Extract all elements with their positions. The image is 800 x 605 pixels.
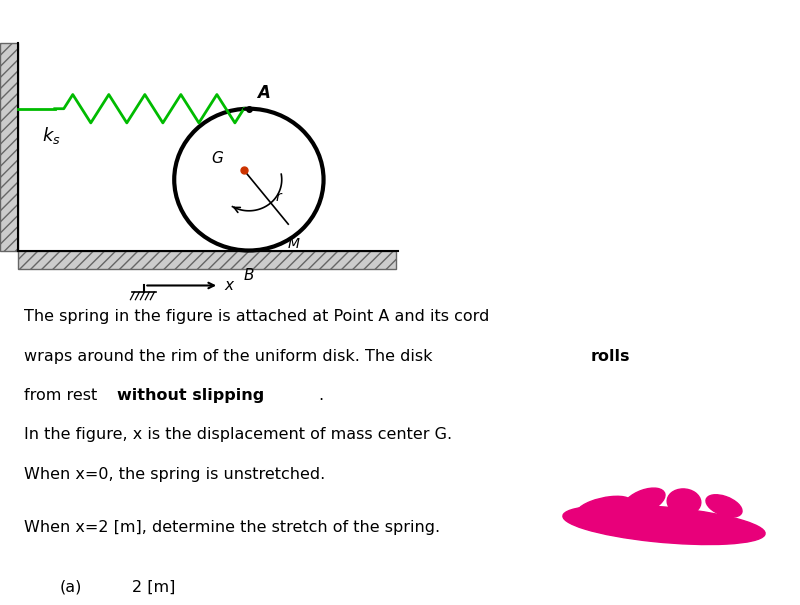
Text: $k_s$: $k_s$ (42, 125, 61, 146)
Text: wraps around the rim of the uniform disk. The disk: wraps around the rim of the uniform disk… (24, 348, 438, 364)
Text: x: x (224, 278, 233, 293)
Text: The spring in the figure is attached at Point A and its cord: The spring in the figure is attached at … (24, 309, 490, 324)
Ellipse shape (563, 505, 765, 544)
Text: .: . (318, 388, 323, 403)
Ellipse shape (577, 496, 631, 517)
Bar (18, 250, 396, 269)
Text: 2 [m]: 2 [m] (132, 580, 175, 595)
Text: without slipping: without slipping (117, 388, 264, 403)
Text: (a): (a) (60, 580, 82, 595)
Bar (0, 42, 18, 250)
Text: When x=0, the spring is unstretched.: When x=0, the spring is unstretched. (24, 466, 326, 482)
Text: r: r (275, 190, 281, 204)
Text: When x=2 [m], determine the stretch of the spring.: When x=2 [m], determine the stretch of t… (24, 520, 440, 535)
Circle shape (174, 109, 323, 250)
Ellipse shape (623, 488, 665, 514)
Text: A: A (257, 84, 270, 102)
Text: rolls: rolls (590, 348, 630, 364)
Text: In the figure, x is the displacement of mass center G.: In the figure, x is the displacement of … (24, 427, 452, 442)
Ellipse shape (706, 495, 742, 517)
Ellipse shape (667, 489, 701, 515)
Text: M: M (287, 237, 299, 252)
Text: G: G (211, 151, 223, 166)
Text: B: B (244, 267, 254, 283)
Text: from rest: from rest (24, 388, 102, 403)
